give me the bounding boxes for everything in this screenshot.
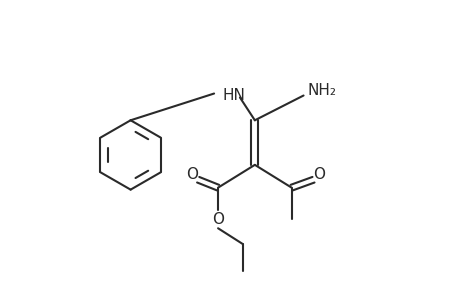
Text: NH₂: NH₂	[307, 83, 336, 98]
Text: HN: HN	[222, 88, 244, 103]
Text: O: O	[186, 167, 198, 182]
Text: O: O	[212, 212, 224, 227]
Text: O: O	[313, 167, 325, 182]
